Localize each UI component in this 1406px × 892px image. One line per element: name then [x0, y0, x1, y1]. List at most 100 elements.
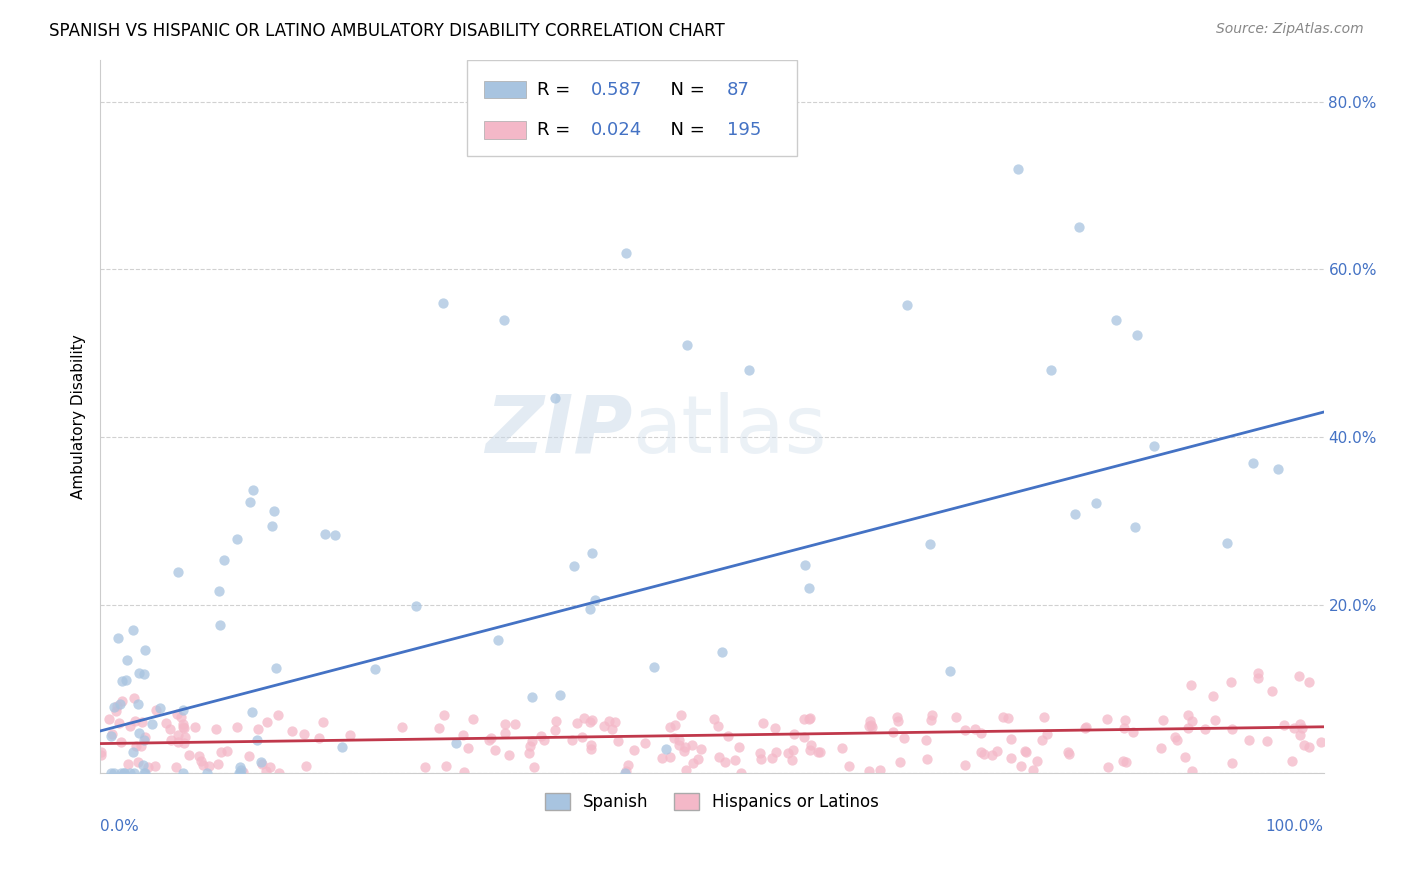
Point — [607, 734, 630, 748]
Point — [1076, 720, 1098, 734]
Point — [544, 391, 567, 405]
Point — [266, 708, 288, 723]
Point — [193, 758, 215, 772]
Point — [118, 766, 141, 780]
Point — [280, 724, 302, 739]
Point — [190, 754, 212, 768]
Point — [229, 763, 252, 777]
Point — [915, 752, 938, 766]
Point — [238, 749, 260, 764]
Point — [643, 659, 665, 673]
Point — [204, 722, 226, 736]
Text: R =: R = — [537, 81, 576, 99]
Point — [145, 704, 167, 718]
Point — [1104, 312, 1126, 326]
Point — [623, 742, 645, 756]
Point — [799, 711, 821, 725]
Point — [579, 715, 602, 730]
Text: 100.0%: 100.0% — [1265, 819, 1323, 834]
Point — [295, 759, 318, 773]
Point — [217, 744, 239, 758]
Point — [207, 583, 229, 598]
Point — [673, 740, 696, 755]
Text: N =: N = — [659, 81, 711, 99]
Point — [945, 710, 967, 724]
Point — [1298, 675, 1320, 690]
Point — [1059, 747, 1081, 761]
Point — [1166, 733, 1188, 747]
Point — [565, 715, 588, 730]
Point — [659, 721, 682, 735]
Point — [761, 751, 783, 765]
Point — [682, 756, 704, 771]
Point — [128, 666, 150, 681]
Point — [562, 558, 585, 573]
Point — [225, 720, 247, 734]
Point — [614, 245, 637, 260]
Point — [481, 731, 503, 745]
Point — [886, 709, 908, 723]
Point — [172, 766, 194, 780]
Point — [108, 697, 131, 711]
Point — [730, 765, 752, 780]
Point — [173, 736, 195, 750]
Point — [292, 727, 315, 741]
Point — [492, 312, 515, 326]
Point — [544, 723, 567, 737]
Point — [159, 733, 181, 747]
Point — [457, 741, 479, 756]
Point — [970, 725, 993, 739]
Point — [1032, 710, 1054, 724]
Point — [533, 732, 555, 747]
Point — [703, 712, 725, 726]
Point — [111, 674, 134, 689]
Point — [184, 720, 207, 734]
Point — [131, 739, 153, 753]
Point — [1164, 730, 1187, 744]
Point — [752, 715, 775, 730]
Point — [1292, 739, 1315, 753]
Point — [1310, 735, 1333, 749]
Point — [131, 715, 153, 730]
Point — [858, 719, 880, 733]
Point — [598, 714, 620, 728]
Point — [100, 727, 122, 741]
Point — [208, 618, 231, 632]
Point — [1281, 754, 1303, 768]
Point — [1291, 721, 1313, 735]
Point — [1025, 754, 1047, 768]
Point — [259, 760, 281, 774]
Point — [831, 741, 853, 756]
Point — [432, 296, 454, 310]
Point — [548, 689, 571, 703]
Point — [1204, 713, 1226, 727]
Point — [1097, 759, 1119, 773]
Point — [1181, 764, 1204, 779]
Point — [103, 700, 125, 714]
Point — [869, 763, 891, 777]
Point — [997, 711, 1019, 725]
Point — [433, 708, 456, 723]
Point — [172, 720, 194, 734]
Point — [581, 713, 603, 727]
Point — [603, 714, 626, 729]
Point — [579, 738, 602, 752]
Point — [778, 746, 800, 760]
Point — [581, 546, 603, 560]
Point — [651, 751, 673, 765]
Text: SPANISH VS HISPANIC OR LATINO AMBULATORY DISABILITY CORRELATION CHART: SPANISH VS HISPANIC OR LATINO AMBULATORY… — [49, 22, 725, 40]
Point — [167, 566, 190, 580]
Point — [953, 757, 976, 772]
Point — [1111, 754, 1133, 768]
Point — [1177, 708, 1199, 723]
Point — [915, 732, 938, 747]
Point — [520, 690, 543, 704]
Point — [797, 581, 820, 595]
Point — [239, 494, 262, 508]
Point — [749, 747, 772, 761]
Point — [155, 716, 177, 731]
Point — [505, 716, 527, 731]
Point — [517, 746, 540, 760]
Point — [1014, 744, 1036, 758]
Point — [882, 725, 904, 739]
